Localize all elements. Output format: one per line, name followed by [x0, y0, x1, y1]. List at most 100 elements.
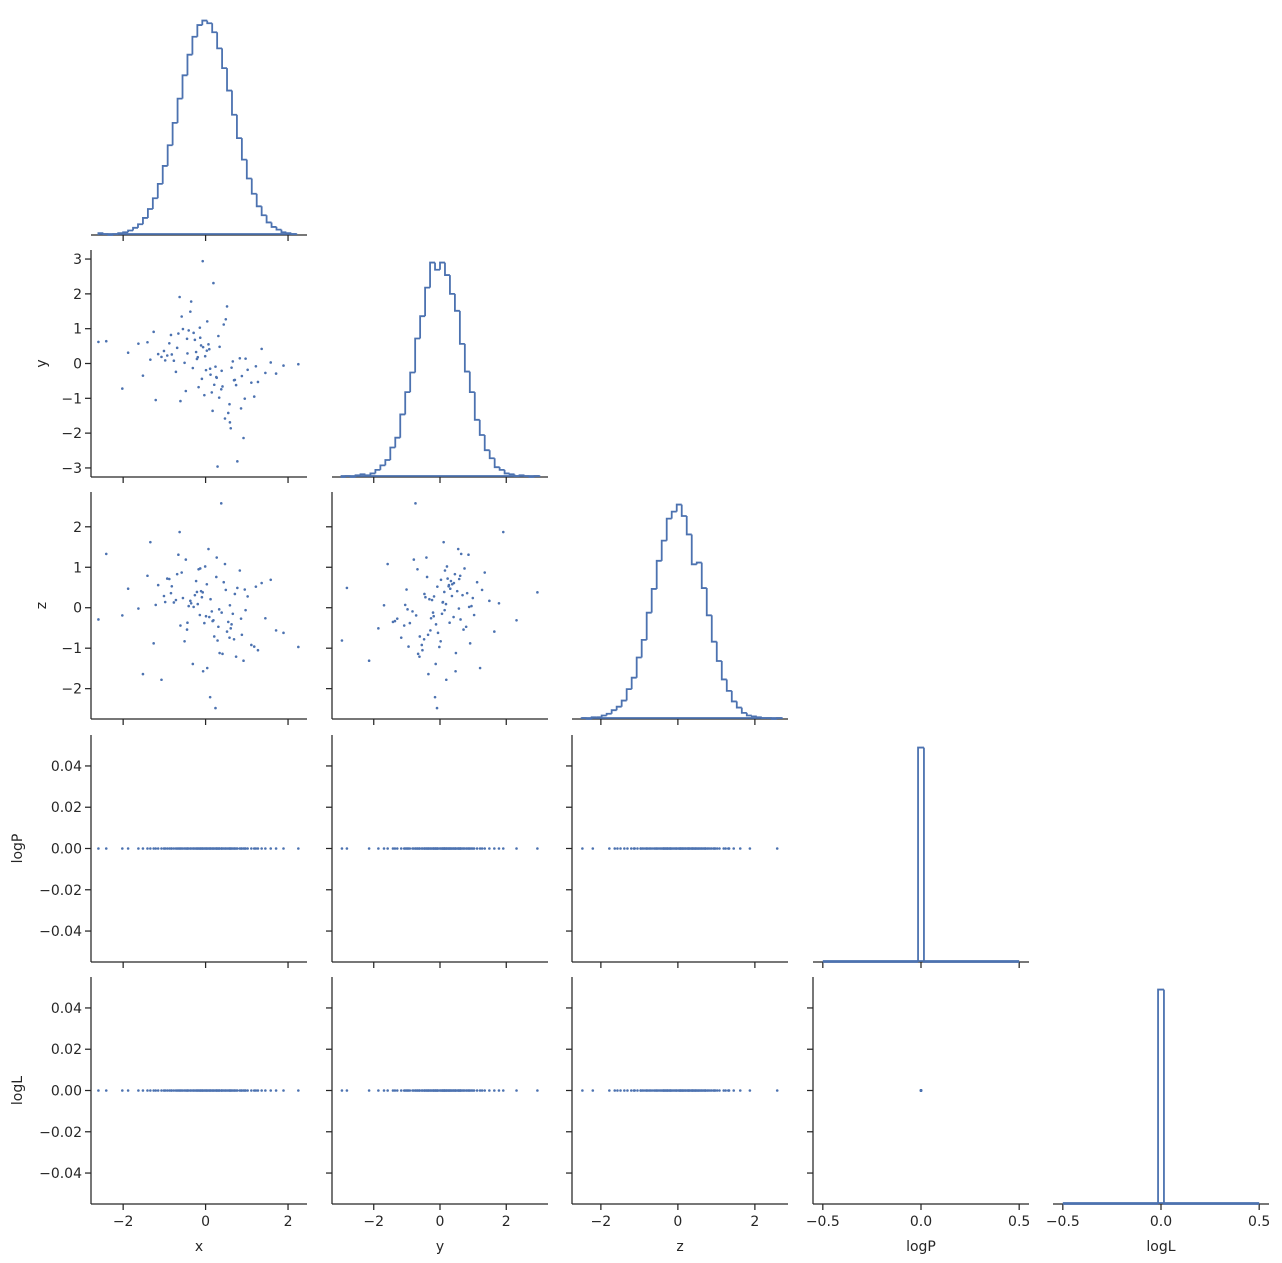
scatter-point: [345, 1089, 349, 1092]
scatter-point: [217, 847, 221, 850]
scatter-point: [675, 1089, 678, 1092]
x-axis-label: z: [676, 1239, 683, 1255]
hist-step: [700, 562, 707, 589]
scatter-point: [212, 635, 216, 638]
hist-step: [394, 436, 401, 448]
scatter-point: [436, 585, 439, 588]
scatter-point: [149, 1089, 152, 1092]
scatter-point: [224, 1089, 228, 1092]
scatter-point: [243, 847, 247, 850]
x-tick-label: 0.0: [910, 1214, 932, 1230]
scatter-point: [269, 847, 273, 850]
scatter-point: [608, 847, 611, 850]
scatter-point: [515, 1089, 518, 1092]
x-tick-label: −0.5: [806, 1214, 840, 1230]
scatter-point: [230, 366, 233, 369]
scatter-point: [254, 1089, 258, 1092]
scatter-point: [497, 847, 501, 850]
scatter-point: [434, 623, 438, 626]
hist-step: [384, 459, 391, 466]
scatter-point: [224, 847, 228, 850]
scatter-point: [393, 1089, 397, 1092]
scatter-point: [412, 558, 416, 561]
scatter-point: [189, 300, 193, 303]
hist-step: [620, 699, 627, 707]
scatter-point: [178, 295, 181, 299]
scatter-point: [619, 847, 622, 850]
hist-step: [389, 446, 396, 461]
scatter-point: [198, 567, 202, 570]
scatter-point: [405, 1089, 408, 1092]
scatter-point: [435, 706, 439, 710]
scatter-point: [693, 847, 697, 850]
scatter-point: [706, 1089, 710, 1092]
scatter-point: [168, 342, 171, 345]
scatter-point: [232, 1089, 236, 1092]
scatter-point: [179, 624, 182, 627]
y-tick-label: −2: [61, 682, 82, 698]
scatter-point: [467, 605, 471, 609]
x-tick-label: 2: [750, 1214, 759, 1230]
scatter-point: [250, 643, 253, 647]
scatter-point: [416, 652, 420, 656]
hist-step: [364, 474, 371, 477]
scatter-point: [194, 350, 198, 354]
scatter-point: [340, 847, 344, 850]
hist-step: [615, 705, 622, 711]
hist-step: [533, 475, 541, 478]
hist-step: [740, 707, 747, 714]
scatter-point: [229, 627, 233, 630]
scatter-point: [449, 579, 453, 583]
hist-step: [650, 588, 657, 613]
scatter-point: [407, 645, 410, 648]
scatter-point: [501, 530, 505, 534]
scatter-point: [254, 847, 258, 850]
scatter-point: [97, 340, 100, 344]
scatter-point: [367, 847, 371, 850]
scatter-point: [450, 594, 454, 598]
hist-step: [156, 182, 163, 199]
scatter-point: [429, 847, 432, 850]
hist-step: [444, 262, 450, 276]
hist-step: [715, 641, 722, 662]
scatter-point: [218, 345, 221, 349]
scatter-point: [623, 847, 626, 850]
scatter-point: [156, 583, 160, 587]
hist-step: [419, 315, 426, 339]
scatter-point: [215, 575, 218, 579]
hist-step: [132, 226, 138, 231]
scatter-point: [432, 595, 436, 598]
scatter-point: [104, 847, 108, 850]
scatter-point: [715, 1089, 719, 1092]
x-tick-label: 0.5: [1008, 1214, 1030, 1230]
scatter-point: [104, 339, 108, 343]
hist-step: [665, 517, 672, 541]
scatter-point: [208, 695, 212, 699]
scatter-point: [382, 603, 386, 607]
x-tick-label: 2: [284, 1214, 293, 1230]
scatter-point: [412, 847, 416, 850]
scatter-point: [678, 847, 682, 850]
scatter-point: [269, 578, 273, 582]
scatter-point: [207, 343, 210, 346]
scatter-point: [483, 571, 487, 574]
scatter-point: [219, 502, 223, 505]
scatter-point: [205, 582, 209, 586]
scatter-point: [282, 364, 285, 367]
scatter-point: [475, 1089, 479, 1092]
scatter-point: [416, 847, 420, 850]
scatter-point: [192, 605, 195, 609]
scatter-point: [497, 601, 501, 605]
scatter-point: [178, 1089, 181, 1092]
scatter-point: [193, 847, 197, 850]
scatter-point: [214, 706, 217, 710]
hist-step: [374, 468, 381, 474]
scatter-point: [655, 847, 658, 850]
scatter-point: [201, 1089, 205, 1092]
scatter-point: [264, 847, 267, 850]
scatter-point: [775, 847, 779, 850]
hist-step: [221, 48, 228, 70]
hist-step: [590, 716, 597, 719]
scatter-point: [619, 1089, 622, 1092]
scatter-point: [225, 630, 229, 633]
